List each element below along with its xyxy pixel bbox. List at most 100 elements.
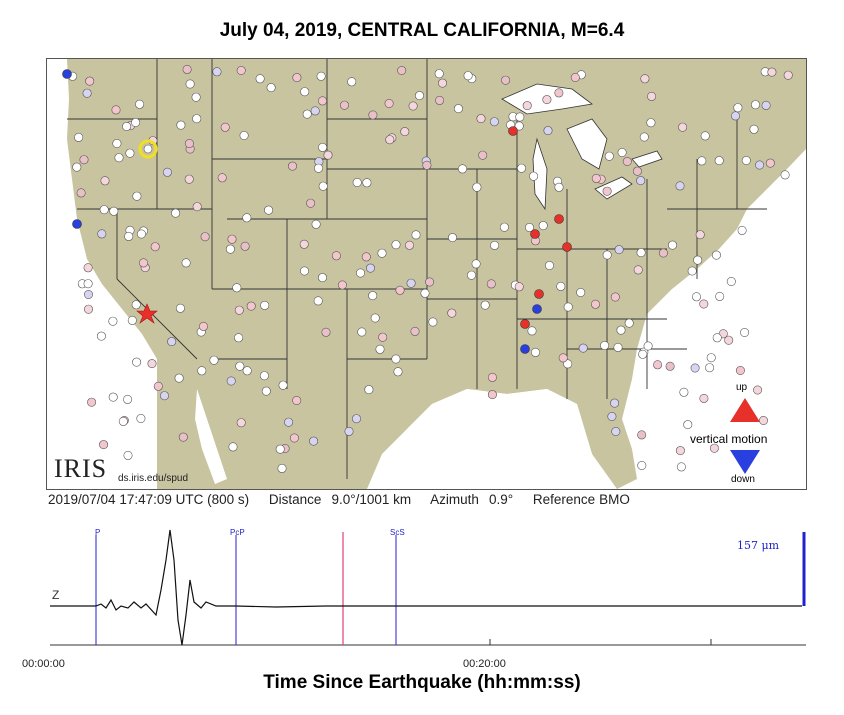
station-marker[interactable] — [109, 206, 119, 216]
station-marker[interactable] — [239, 131, 249, 141]
station-marker[interactable] — [123, 394, 133, 404]
station-marker[interactable] — [683, 420, 693, 430]
station-marker[interactable] — [613, 342, 623, 352]
station-marker[interactable] — [385, 135, 395, 145]
station-marker[interactable] — [83, 304, 93, 314]
station-marker[interactable] — [711, 250, 721, 260]
station-marker[interactable] — [714, 156, 724, 166]
station-marker[interactable] — [123, 450, 133, 460]
station-marker[interactable] — [750, 100, 760, 110]
station-marker[interactable] — [278, 380, 288, 390]
station-marker[interactable] — [300, 266, 310, 276]
station-marker[interactable] — [604, 151, 614, 161]
station-marker[interactable] — [85, 76, 95, 86]
station-marker[interactable] — [476, 114, 486, 124]
station-marker[interactable] — [590, 299, 600, 309]
station-marker[interactable] — [321, 327, 331, 337]
station-marker[interactable] — [616, 325, 626, 335]
station-marker[interactable] — [487, 372, 497, 382]
station-marker[interactable] — [404, 240, 414, 250]
station-marker[interactable] — [82, 88, 92, 98]
station-marker[interactable] — [740, 327, 750, 337]
station-marker[interactable] — [737, 225, 747, 235]
station-marker[interactable] — [679, 387, 689, 397]
station-marker[interactable] — [480, 300, 490, 310]
station-marker[interactable] — [375, 344, 385, 354]
station-marker[interactable] — [516, 163, 526, 173]
station-marker[interactable] — [520, 344, 530, 354]
station-marker[interactable] — [783, 70, 793, 80]
station-marker[interactable] — [514, 282, 524, 292]
station-marker[interactable] — [236, 66, 246, 75]
station-marker[interactable] — [700, 131, 710, 141]
station-marker[interactable] — [242, 213, 252, 223]
station-marker[interactable] — [758, 415, 768, 425]
station-marker[interactable] — [79, 155, 89, 165]
station-marker[interactable] — [543, 126, 553, 136]
station-marker[interactable] — [131, 300, 141, 310]
station-marker[interactable] — [153, 381, 163, 391]
station-marker[interactable] — [100, 176, 110, 186]
station-marker[interactable] — [150, 242, 160, 252]
station-marker[interactable] — [175, 303, 185, 313]
station-marker[interactable] — [667, 240, 677, 250]
station-marker[interactable] — [715, 291, 725, 301]
station-marker[interactable] — [337, 280, 347, 290]
station-marker[interactable] — [391, 240, 401, 250]
station-marker[interactable] — [636, 176, 646, 186]
station-marker[interactable] — [368, 291, 378, 301]
station-marker[interactable] — [614, 245, 624, 255]
station-marker[interactable] — [275, 444, 285, 454]
station-marker[interactable] — [489, 117, 499, 127]
station-marker[interactable] — [735, 365, 745, 375]
station-marker[interactable] — [530, 347, 540, 357]
station-marker[interactable] — [607, 411, 617, 421]
station-marker[interactable] — [414, 91, 424, 101]
station-marker[interactable] — [705, 363, 715, 373]
station-marker[interactable] — [370, 313, 380, 323]
station-marker[interactable] — [355, 268, 365, 278]
station-marker[interactable] — [434, 69, 444, 79]
station-marker[interactable] — [544, 261, 554, 271]
station-marker[interactable] — [184, 174, 194, 184]
station-marker[interactable] — [234, 305, 244, 315]
station-marker[interactable] — [226, 376, 236, 386]
station-marker[interactable] — [178, 432, 188, 442]
station-marker[interactable] — [365, 263, 375, 273]
station-marker[interactable] — [246, 301, 256, 311]
station-marker[interactable] — [699, 393, 709, 403]
station-marker[interactable] — [289, 433, 299, 443]
station-marker[interactable] — [435, 95, 445, 105]
station-marker[interactable] — [232, 283, 242, 293]
station-marker[interactable] — [108, 392, 118, 402]
station-marker[interactable] — [428, 317, 438, 327]
station-marker[interactable] — [306, 198, 316, 208]
station-marker[interactable] — [532, 304, 542, 314]
station-marker[interactable] — [264, 205, 274, 215]
station-marker[interactable] — [486, 279, 496, 289]
station-marker[interactable] — [199, 321, 209, 331]
station-marker[interactable] — [637, 430, 647, 440]
station-marker[interactable] — [690, 363, 700, 373]
station-marker[interactable] — [665, 361, 675, 371]
station-marker[interactable] — [534, 289, 544, 299]
station-marker[interactable] — [524, 223, 534, 233]
station-marker[interactable] — [378, 332, 388, 342]
station-marker[interactable] — [311, 219, 321, 229]
station-marker[interactable] — [364, 385, 374, 395]
station-map[interactable] — [46, 58, 807, 490]
station-marker[interactable] — [344, 426, 354, 436]
station-marker[interactable] — [658, 248, 668, 258]
station-marker[interactable] — [678, 122, 688, 132]
station-marker[interactable] — [749, 124, 759, 134]
station-marker[interactable] — [323, 150, 333, 160]
station-marker[interactable] — [410, 326, 420, 336]
station-marker[interactable] — [240, 241, 250, 251]
station-marker[interactable] — [563, 302, 573, 312]
station-marker[interactable] — [74, 132, 84, 142]
station-marker[interactable] — [292, 395, 302, 405]
station-marker[interactable] — [693, 255, 703, 265]
station-marker[interactable] — [780, 170, 790, 180]
station-marker[interactable] — [131, 117, 141, 127]
station-marker[interactable] — [228, 442, 238, 452]
